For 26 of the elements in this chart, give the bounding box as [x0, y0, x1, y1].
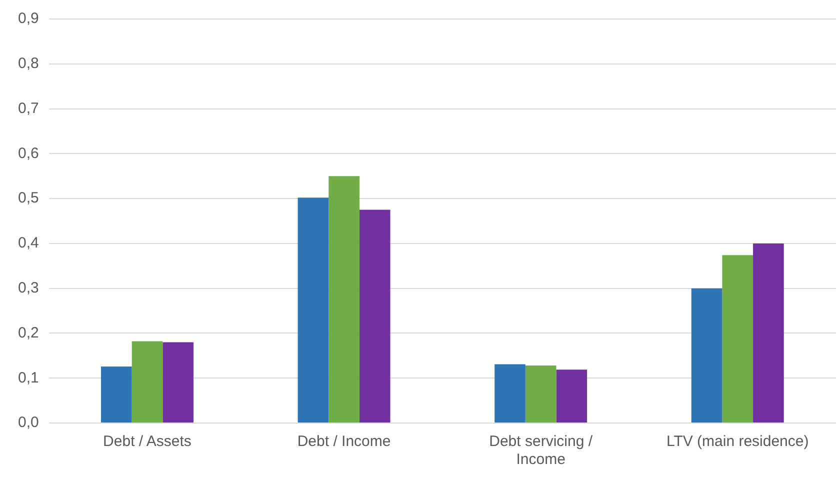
y-tick-label: 0,5 [18, 190, 39, 207]
y-tick-label: 0,0 [18, 414, 39, 432]
x-tick-label: Debt servicing / Income [489, 433, 594, 468]
y-tick-label: 0,2 [18, 324, 39, 342]
bar [162, 342, 194, 422]
y-tick-label: 0,4 [18, 234, 39, 252]
bar [691, 288, 722, 422]
x-tick-label: LTV (main residence) [666, 433, 809, 450]
y-tick-label: 0,9 [18, 10, 39, 28]
bar [132, 341, 163, 422]
bar [722, 255, 754, 422]
bar [556, 370, 588, 422]
bar [525, 366, 556, 422]
bar [359, 210, 390, 422]
bar [494, 364, 526, 422]
bar [753, 243, 784, 422]
y-tick-label: 0,6 [18, 144, 39, 162]
bar [328, 176, 360, 422]
bar [101, 366, 132, 422]
y-tick-label: 0,3 [18, 279, 39, 296]
y-tick-label: 0,7 [18, 100, 39, 117]
y-tick-label: 0,1 [18, 369, 39, 386]
x-tick-label: Debt / Assets [103, 433, 192, 450]
bar [298, 198, 329, 422]
x-tick-label: Debt / Income [297, 433, 391, 450]
y-tick-label: 0,8 [18, 55, 39, 72]
